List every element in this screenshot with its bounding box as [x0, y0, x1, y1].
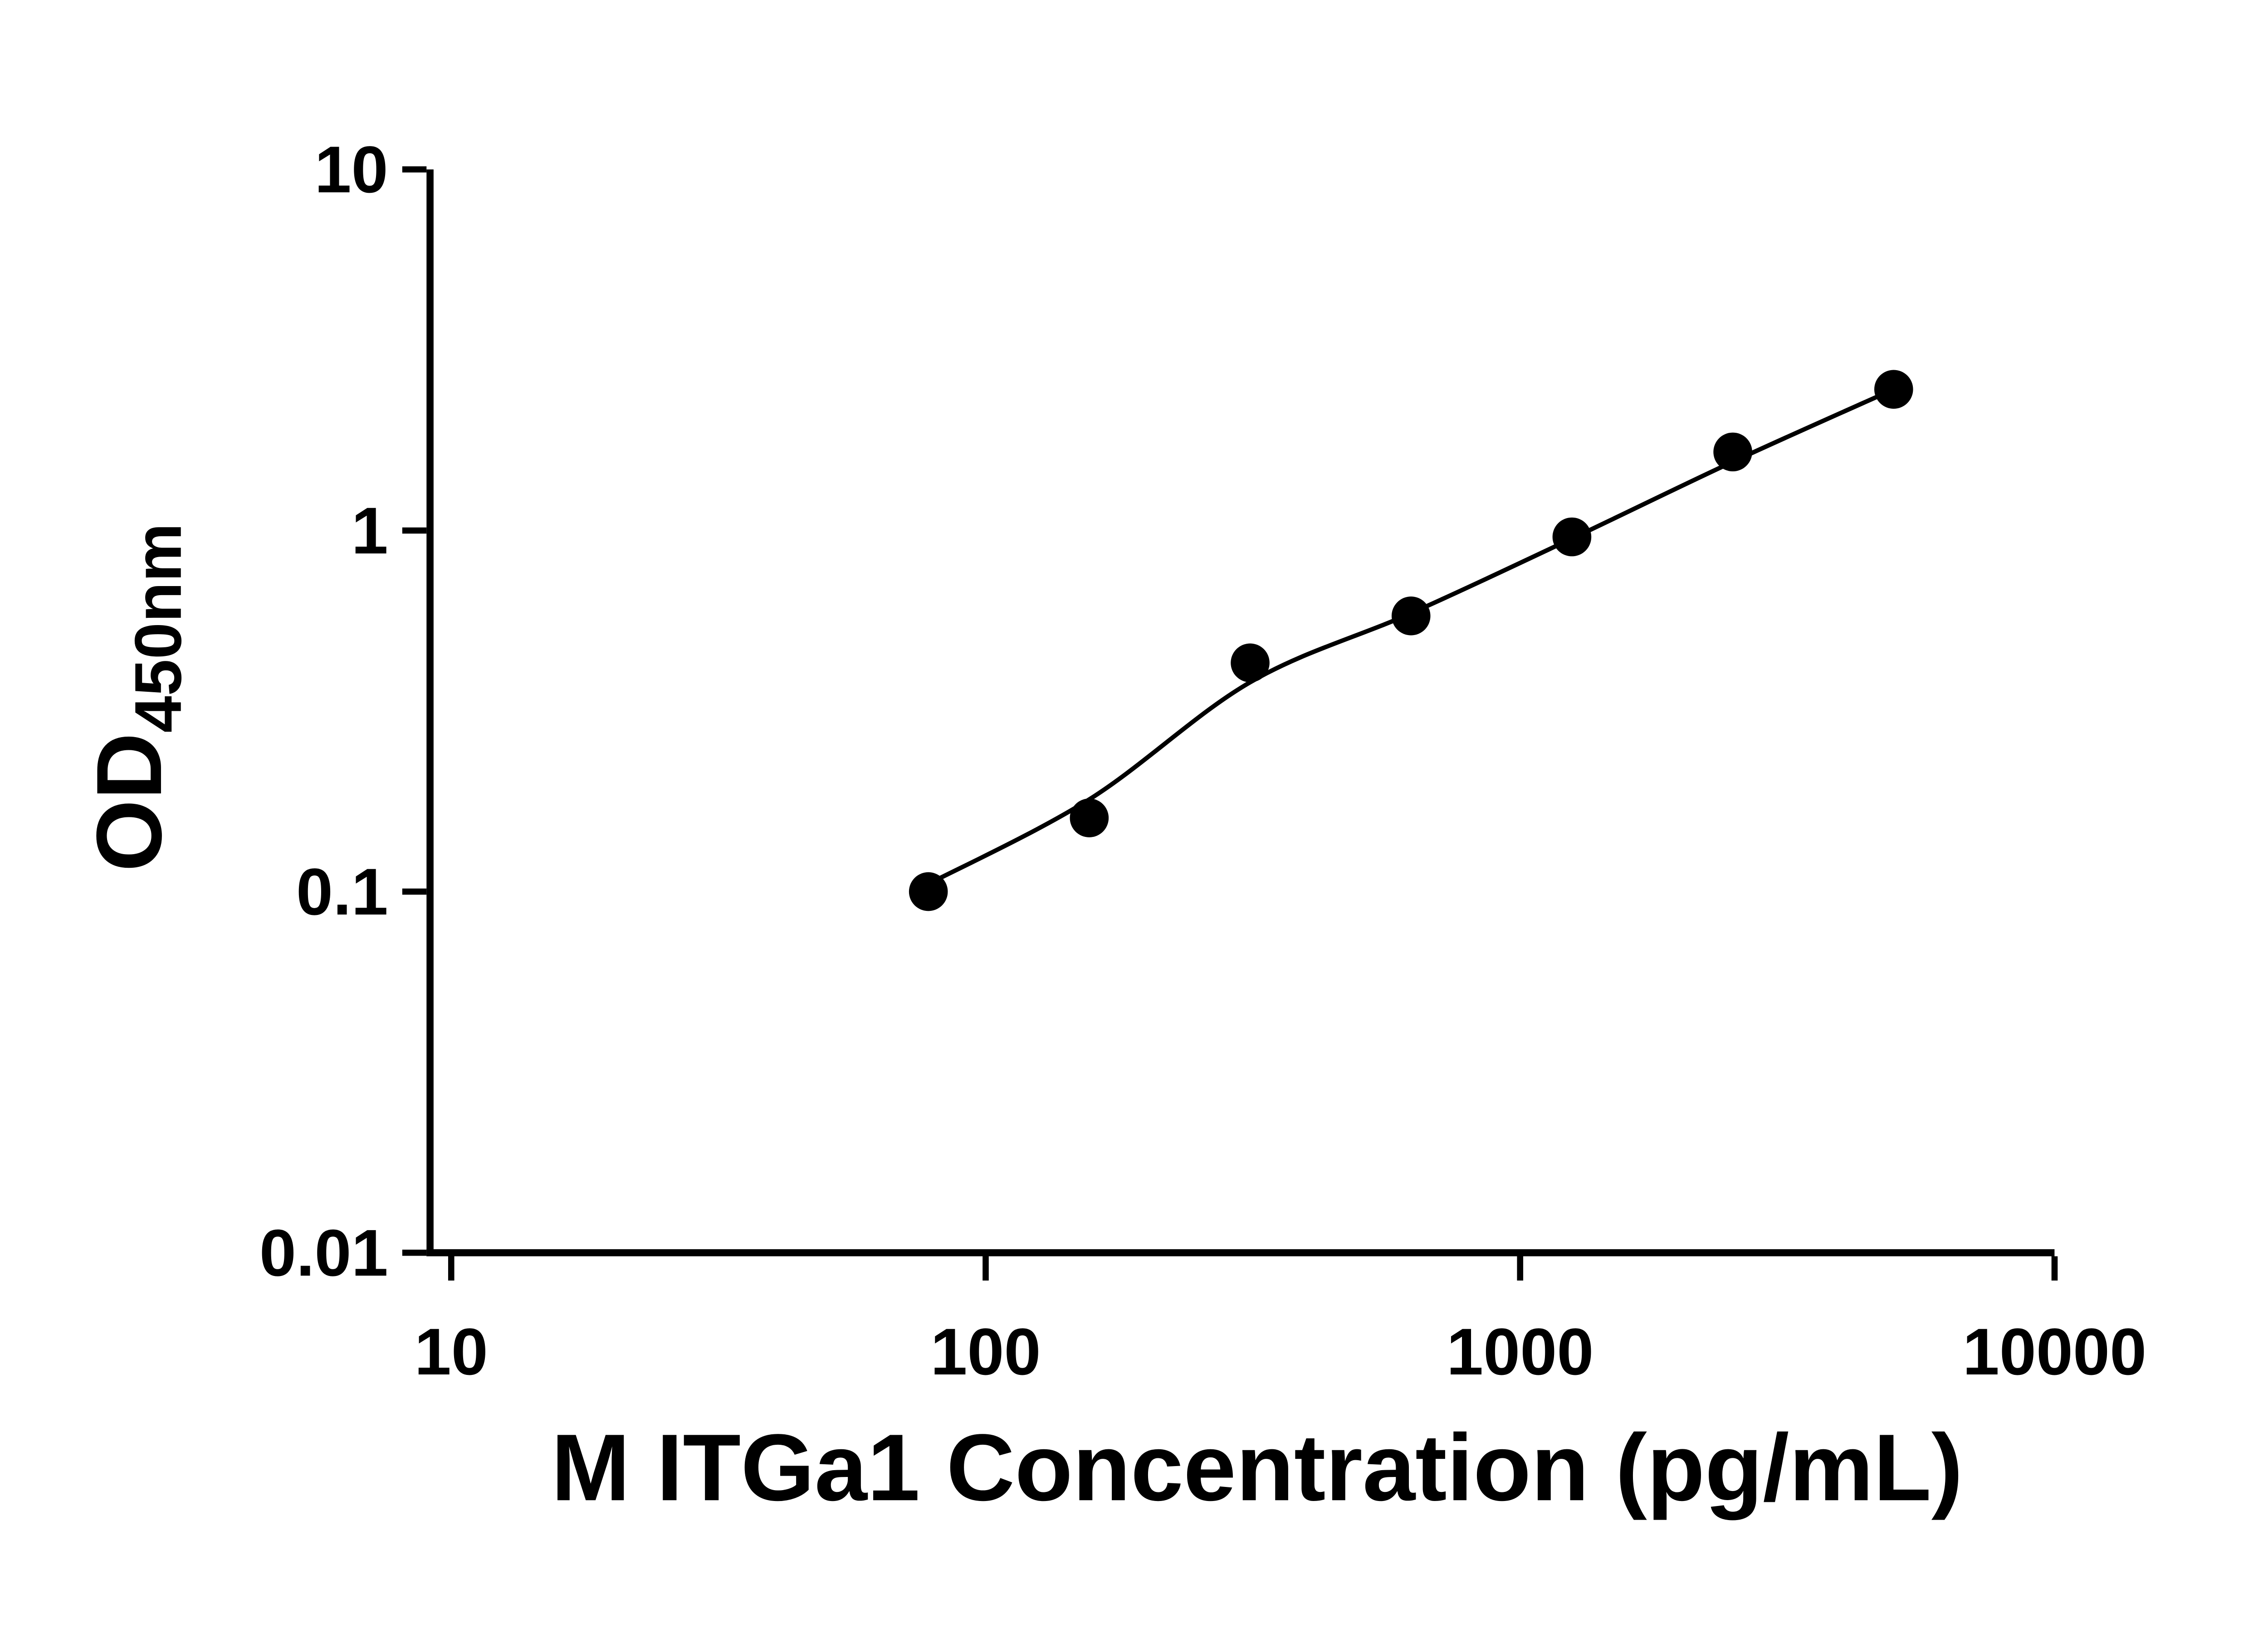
y-axis-tick-label: 1: [352, 494, 388, 567]
data-point: [1874, 370, 1913, 409]
data-point: [1713, 432, 1752, 472]
y-axis-tick-label: 10: [314, 132, 388, 206]
y-axis-title-subscript: 450nm: [121, 523, 195, 733]
y-axis-title-group: OD450nm: [78, 523, 195, 871]
x-axis-tick-label: 1000: [1447, 1315, 1593, 1389]
x-axis-tick-label: 10000: [1963, 1315, 2147, 1389]
data-point: [1391, 596, 1431, 636]
data-point: [1552, 517, 1592, 557]
y-axis-tick-label: 0.1: [296, 855, 388, 929]
y-axis-tick-label: 0.01: [259, 1216, 388, 1290]
y-axis-title-main: OD: [78, 733, 181, 871]
data-point: [1231, 643, 1270, 683]
y-axis-title: OD450nm: [78, 523, 195, 871]
plot-area: 10 100 1000 10000 0.01 0.1 1 10: [259, 132, 2146, 1389]
x-axis-tick-label: 100: [930, 1315, 1041, 1389]
data-point: [1070, 798, 1109, 837]
data-point: [909, 872, 948, 911]
x-axis-title: M ITGa1 Concentration (pg/mL): [551, 1415, 1963, 1521]
x-axis-tick-label: 10: [415, 1315, 488, 1389]
